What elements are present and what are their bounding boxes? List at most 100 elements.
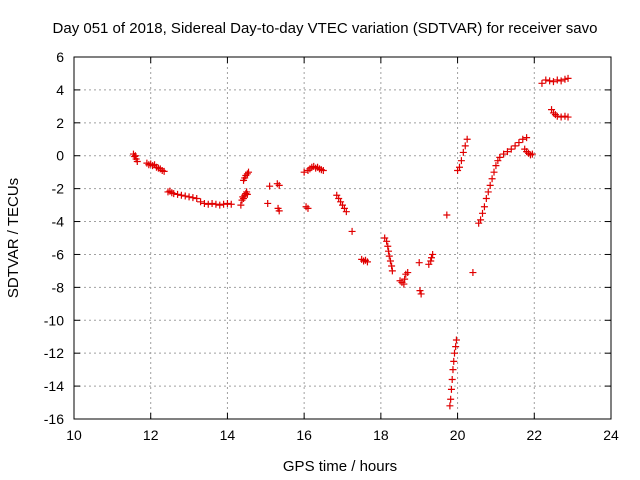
y-tick-label: -6 [52, 246, 65, 262]
data-point [450, 357, 458, 365]
data-point [385, 247, 393, 255]
data-point [546, 77, 554, 85]
data-point [245, 168, 253, 176]
data-point [319, 167, 327, 175]
data-point [264, 199, 272, 207]
data-point [488, 175, 496, 183]
x-tick-label: 10 [66, 427, 82, 443]
chart-title: Day 051 of 2018, Sidereal Day-to-day VTE… [53, 20, 598, 37]
data-point [240, 195, 248, 203]
data-point [448, 376, 456, 384]
data-point [133, 157, 141, 165]
data-point [300, 168, 308, 176]
data-point [177, 191, 185, 199]
data-point [446, 402, 454, 410]
data-point [363, 258, 371, 266]
data-point [160, 167, 168, 175]
y-tick-label: 4 [56, 82, 64, 98]
data-point [266, 182, 274, 190]
data-point [553, 112, 561, 120]
data-point [500, 150, 508, 158]
data-point [557, 113, 565, 121]
data-point [561, 112, 569, 120]
data-point [480, 203, 488, 211]
data-point [449, 366, 457, 374]
data-point [461, 142, 469, 150]
data-point [459, 148, 467, 156]
data-point [490, 168, 498, 176]
data-point [553, 76, 561, 84]
data-point [427, 254, 435, 262]
data-point [503, 148, 511, 156]
data-point [243, 170, 251, 178]
data-point [185, 193, 193, 201]
plot-frame [73, 56, 612, 420]
data-point [304, 204, 312, 212]
data-point [447, 395, 455, 403]
data-point [243, 190, 251, 198]
data-point [238, 196, 246, 204]
y-tick-label: -8 [52, 279, 65, 295]
data-point [200, 199, 208, 207]
y-tick-label: -12 [44, 345, 64, 361]
data-point [275, 181, 283, 189]
y-tick-label: -4 [52, 214, 65, 230]
data-point [181, 192, 189, 200]
data-point [212, 200, 220, 208]
x-tick-label: 24 [603, 427, 619, 443]
y-tick-label: 6 [56, 49, 64, 65]
data-point [404, 269, 412, 277]
data-point [208, 199, 216, 207]
grid [74, 57, 611, 419]
x-tick-label: 20 [450, 427, 466, 443]
y-tick-label: -10 [44, 312, 64, 328]
data-point [204, 200, 212, 208]
data-point [237, 201, 245, 209]
data-point [197, 198, 205, 206]
data-point [400, 280, 408, 288]
data-point [561, 75, 569, 83]
data-point [417, 290, 425, 298]
data-point [452, 336, 460, 344]
data-point [223, 199, 231, 207]
data-point [170, 190, 178, 198]
data-point [216, 201, 224, 209]
y-axis-label: SDTVAR / TECUs [5, 178, 22, 298]
data-point [451, 349, 459, 357]
data-point [415, 259, 423, 267]
x-tick-label: 14 [220, 427, 236, 443]
data-point [455, 163, 463, 171]
data-point [463, 135, 471, 143]
y-tick-label: 0 [56, 148, 64, 164]
data-point [401, 275, 409, 283]
x-tick-label: 22 [526, 427, 542, 443]
x-tick-label: 16 [296, 427, 312, 443]
data-point [479, 209, 487, 217]
y-tick-label: -2 [52, 181, 65, 197]
data-point [275, 207, 283, 215]
data-point [452, 343, 460, 351]
data-point [507, 145, 515, 153]
data-point [386, 257, 394, 265]
data-point [496, 153, 504, 161]
data-point [443, 211, 451, 219]
y-tick-label: 2 [56, 115, 64, 131]
data-point [486, 181, 494, 189]
data-point [523, 134, 531, 142]
data-point [515, 139, 523, 147]
y-tick-label: -14 [44, 378, 64, 394]
data-point [227, 200, 235, 208]
data-point [457, 157, 465, 165]
data-point [385, 252, 393, 260]
data-point [388, 267, 396, 275]
y-tick-label: -16 [44, 411, 64, 427]
data-point [528, 150, 536, 158]
data-point [342, 208, 350, 216]
data-point [189, 194, 197, 202]
data-point [348, 227, 356, 235]
data-point [549, 78, 557, 86]
data-point [447, 385, 455, 393]
data-point [242, 190, 250, 198]
